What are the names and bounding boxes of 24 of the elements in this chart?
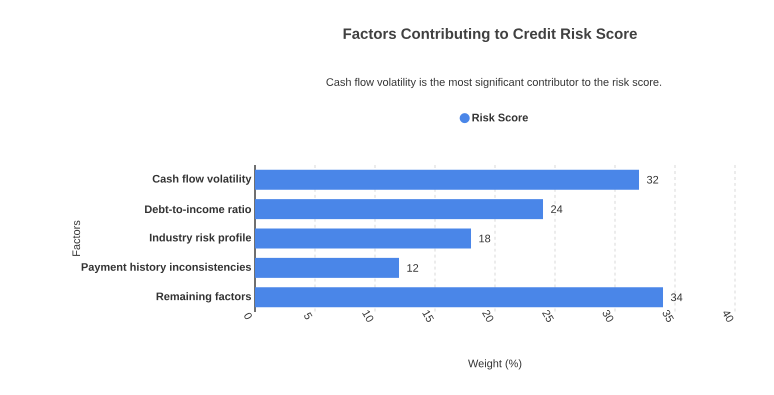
y-tick-label: Payment history inconsistencies <box>82 262 252 273</box>
y-tick-label: Industry risk profile <box>150 233 252 244</box>
data-label: 32 <box>646 176 658 184</box>
x-tick-label: 25 <box>542 310 554 322</box>
data-label: 18 <box>479 234 490 242</box>
x-tick-label: 5 <box>304 312 312 320</box>
data-label: 12 <box>407 264 418 272</box>
legend-label: Risk Score <box>472 113 528 122</box>
data-label: 34 <box>670 293 682 302</box>
x-tick-label: 15 <box>422 310 434 322</box>
chart-subtitle: Cash flow volatility is the most significant contributor to the risk score. <box>326 78 662 88</box>
x-tick-label: 20 <box>482 310 494 322</box>
x-tick-label: 40 <box>723 312 734 322</box>
data-label: 24 <box>551 205 562 213</box>
y-tick-label: Cash flow volatility <box>152 174 252 185</box>
x-axis-title: Weight (%) <box>468 359 522 370</box>
chart-title: Factors Contributing to Credit Risk Score <box>344 28 637 42</box>
y-tick-label: Debt-to-income ratio <box>145 205 252 214</box>
x-tick-label: 0 <box>244 312 252 320</box>
x-tick-label: 35 <box>662 310 674 322</box>
y-axis-title: Factors <box>72 220 80 256</box>
x-tick-label: 10 <box>362 310 374 322</box>
x-tick-label: 30 <box>602 310 614 322</box>
y-tick-label: Remaining factors <box>156 292 252 302</box>
